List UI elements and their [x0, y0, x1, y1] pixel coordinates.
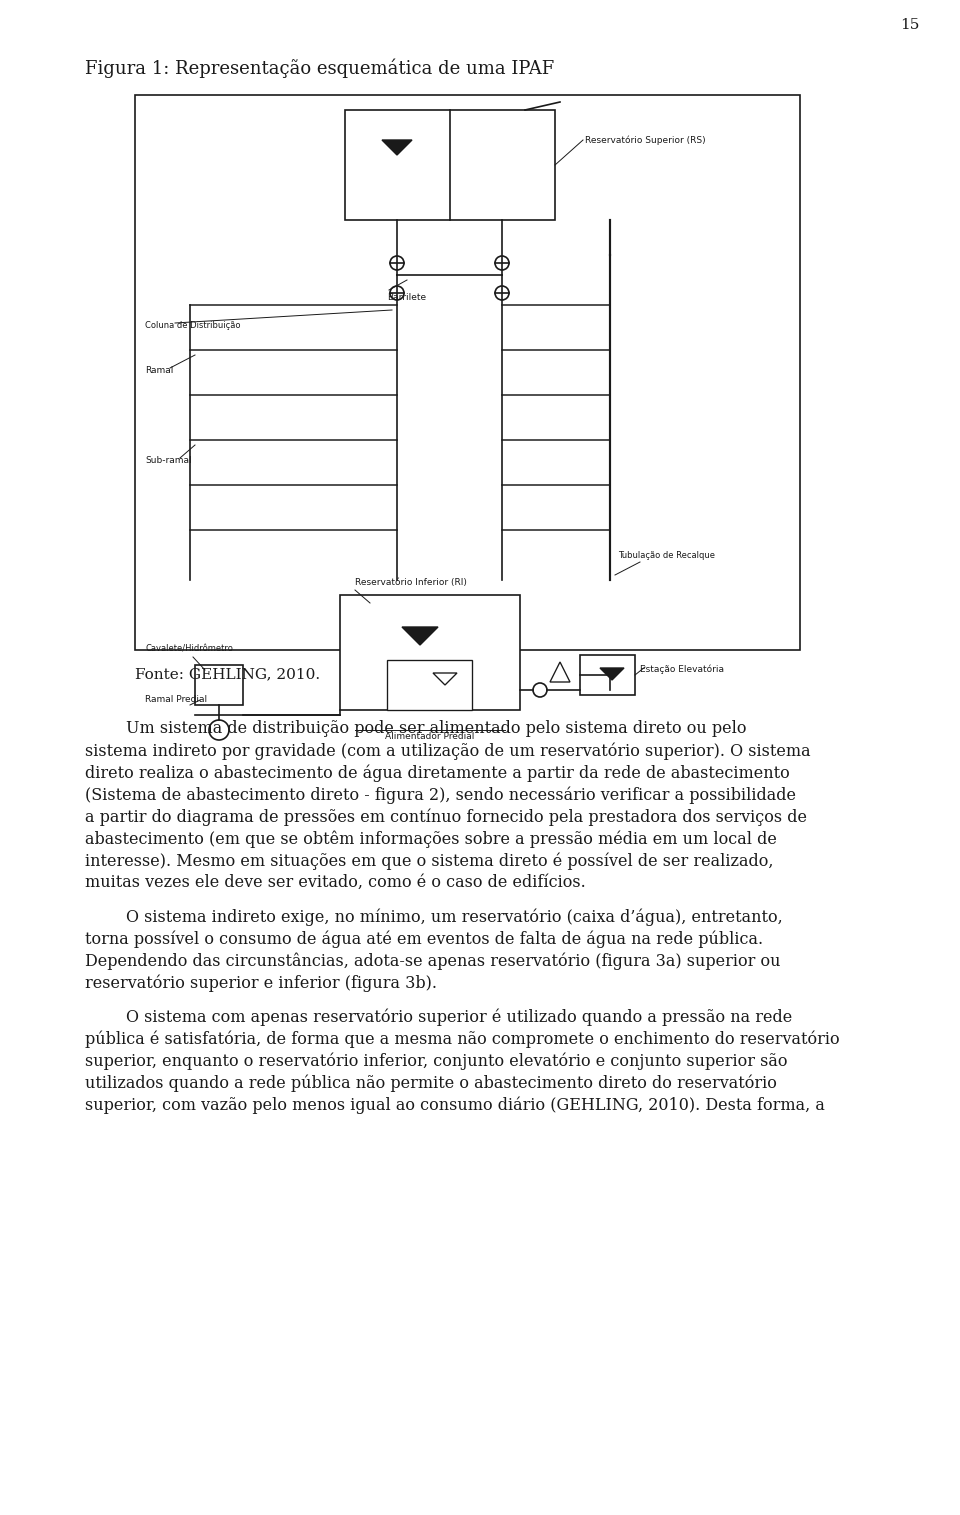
Text: Figura 1: Representação esquemática de uma IPAF: Figura 1: Representação esquemática de u…	[85, 58, 554, 77]
Text: Tubulação de Recalque: Tubulação de Recalque	[618, 551, 715, 561]
Text: Ramal Predial: Ramal Predial	[145, 695, 207, 704]
Text: Ramal: Ramal	[145, 367, 174, 376]
Circle shape	[495, 256, 509, 270]
Bar	[580, 654, 635, 695]
Text: 15: 15	[900, 18, 920, 32]
Text: O sistema indireto exige, no mínimo, um reservatório (caixa d’água), entretanto,: O sistema indireto exige, no mínimo, um …	[85, 907, 782, 926]
Text: Estação Elevatória: Estação Elevatória	[640, 665, 724, 674]
Text: reservatório superior e inferior (figura 3b).: reservatório superior e inferior (figura…	[85, 974, 437, 991]
Bar	[195, 665, 243, 704]
Text: O sistema com apenas reservatório superior é utilizado quando a pressão na rede: O sistema com apenas reservatório superi…	[85, 1007, 792, 1026]
Text: Fonte: GEHLING, 2010.: Fonte: GEHLING, 2010.	[135, 667, 320, 682]
Polygon shape	[600, 668, 624, 680]
Circle shape	[495, 286, 509, 300]
Text: torna possível o consumo de água até em eventos de falta de água na rede pública: torna possível o consumo de água até em …	[85, 930, 763, 947]
Bar	[135, 95, 800, 650]
Text: direto realiza o abastecimento de água diretamente a partir da rede de abastecim: direto realiza o abastecimento de água d…	[85, 764, 790, 782]
Circle shape	[603, 671, 617, 685]
Polygon shape	[550, 662, 570, 682]
Text: Reservatório Inferior (RI): Reservatório Inferior (RI)	[355, 579, 467, 586]
Polygon shape	[402, 627, 438, 645]
Text: Cavalete/Hidrômetro: Cavalete/Hidrômetro	[145, 644, 233, 653]
Text: Dependendo das circunstâncias, adota-se apenas reservatório (figura 3a) superior: Dependendo das circunstâncias, adota-se …	[85, 951, 780, 970]
Text: superior, com vazão pelo menos igual ao consumo diário (GEHLING, 2010). Desta fo: superior, com vazão pelo menos igual ao …	[85, 1095, 825, 1114]
Text: (Sistema de abastecimento direto - figura 2), sendo necessário verificar a possi: (Sistema de abastecimento direto - figur…	[85, 786, 796, 803]
Text: Barrilete: Barrilete	[387, 292, 426, 301]
Text: abastecimento (em que se obtêm informações sobre a pressão média em um local de: abastecimento (em que se obtêm informaçõ…	[85, 830, 777, 847]
Bar	[345, 111, 555, 220]
Polygon shape	[382, 139, 412, 155]
Text: Um sistema de distribuição pode ser alimentado pelo sistema direto ou pelo: Um sistema de distribuição pode ser alim…	[85, 720, 747, 736]
Circle shape	[390, 256, 404, 270]
Bar	[387, 661, 472, 711]
Text: superior, enquanto o reservatório inferior, conjunto elevatório e conjunto super: superior, enquanto o reservatório inferi…	[85, 1051, 787, 1070]
Circle shape	[533, 683, 547, 697]
Text: utilizados quando a rede pública não permite o abastecimento direto do reservató: utilizados quando a rede pública não per…	[85, 1074, 777, 1091]
Polygon shape	[433, 673, 457, 685]
Text: Alimentador Predial: Alimentador Predial	[385, 732, 474, 741]
Text: Sub-ramal: Sub-ramal	[145, 456, 192, 465]
Circle shape	[209, 720, 229, 739]
Text: muitas vezes ele deve ser evitado, como é o caso de edifícios.: muitas vezes ele deve ser evitado, como …	[85, 874, 586, 891]
Text: a partir do diagrama de pressões em contínuo fornecido pela prestadora dos servi: a partir do diagrama de pressões em cont…	[85, 807, 807, 826]
Circle shape	[390, 286, 404, 300]
Bar	[340, 595, 520, 711]
Text: Coluna de Distribuição: Coluna de Distribuição	[145, 321, 241, 330]
Text: interesse). Mesmo em situações em que o sistema direto é possível de ser realiza: interesse). Mesmo em situações em que o …	[85, 851, 774, 870]
Text: sistema indireto por gravidade (com a utilização de um reservatório superior). O: sistema indireto por gravidade (com a ut…	[85, 742, 810, 759]
Text: pública é satisfatória, de forma que a mesma não compromete o enchimento do rese: pública é satisfatória, de forma que a m…	[85, 1030, 840, 1047]
Text: Reservatório Superior (RS): Reservatório Superior (RS)	[585, 135, 706, 145]
